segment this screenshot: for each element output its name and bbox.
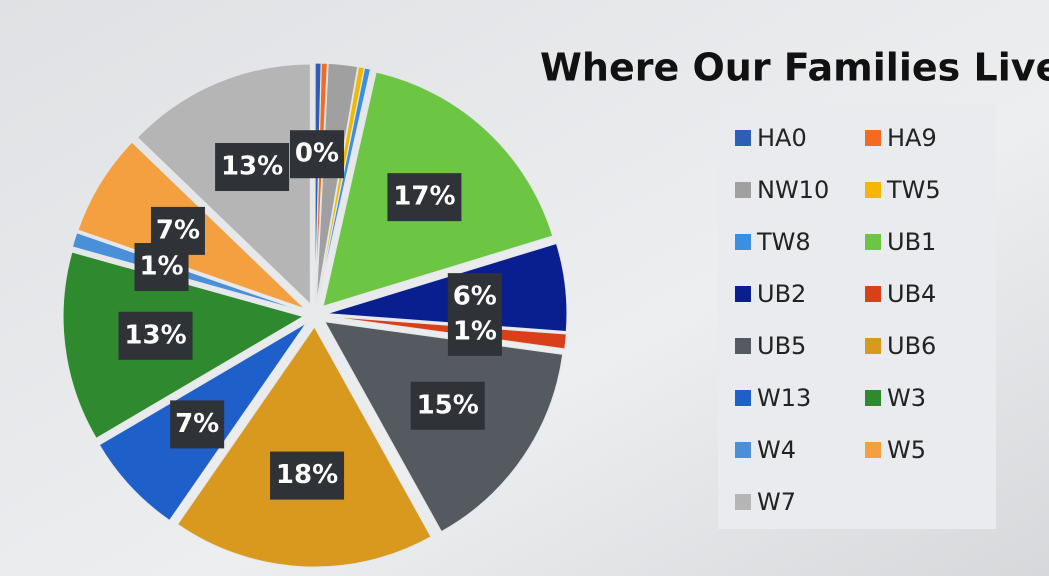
data-label: 1%	[453, 316, 497, 346]
data-label-box	[387, 173, 462, 222]
data-label: 15%	[417, 390, 479, 420]
pie-slice	[317, 67, 372, 304]
legend-label: UB4	[887, 280, 936, 308]
legend-label: W13	[757, 384, 811, 412]
legend-label: TW8	[756, 228, 811, 256]
data-label: 6%	[453, 282, 497, 312]
data-label: 18%	[276, 460, 338, 490]
data-label: 13%	[124, 320, 186, 350]
data-label: 7%	[156, 215, 200, 245]
legend-label: NW10	[757, 176, 829, 204]
legend-label: W3	[887, 384, 926, 412]
legend-label: W5	[887, 436, 926, 464]
legend-swatch	[735, 286, 751, 302]
legend-label: UB6	[887, 332, 936, 360]
data-label-box	[150, 206, 205, 255]
legend-label: TW5	[886, 176, 941, 204]
data-label-box	[170, 400, 225, 449]
pie-slice	[315, 62, 359, 304]
legend-label: HA0	[757, 124, 807, 152]
legend-swatch	[735, 390, 751, 406]
legend-swatch	[735, 442, 751, 458]
legend-swatch	[735, 338, 751, 354]
legend-swatch	[735, 182, 751, 198]
legend-swatch	[865, 130, 881, 146]
pie-slice	[176, 326, 432, 568]
pie-slice	[326, 315, 567, 350]
legend-swatch	[865, 442, 881, 458]
legend-swatch	[865, 286, 881, 302]
pie-slice	[326, 242, 568, 332]
legend-swatch	[865, 234, 881, 250]
data-label-box	[289, 130, 344, 179]
data-label: 1%	[139, 252, 183, 282]
data-label-box	[447, 307, 502, 356]
legend-label: UB2	[757, 280, 806, 308]
data-label-box	[215, 143, 290, 192]
data-label: 17%	[393, 182, 455, 212]
legend-label: W4	[757, 436, 796, 464]
legend-label: UB5	[757, 332, 806, 360]
legend-swatch	[865, 182, 881, 198]
data-label-box	[410, 381, 485, 430]
legend-label: W7	[757, 488, 796, 516]
data-label: 13%	[221, 152, 283, 182]
pie-slice	[314, 62, 328, 304]
legend-swatch	[865, 338, 881, 354]
legend-label: HA9	[887, 124, 937, 152]
data-label: 7%	[175, 409, 219, 439]
legend-box	[718, 105, 996, 529]
legend-swatch	[735, 234, 751, 250]
data-label-box	[270, 451, 345, 500]
legend-swatch	[865, 390, 881, 406]
legend-swatch	[735, 494, 751, 510]
data-label: 0%	[295, 139, 339, 169]
legend-label: UB1	[887, 228, 936, 256]
legend-swatch	[735, 130, 751, 146]
chart-title: Where Our Families Live	[540, 46, 1049, 90]
data-label-box	[118, 311, 193, 360]
